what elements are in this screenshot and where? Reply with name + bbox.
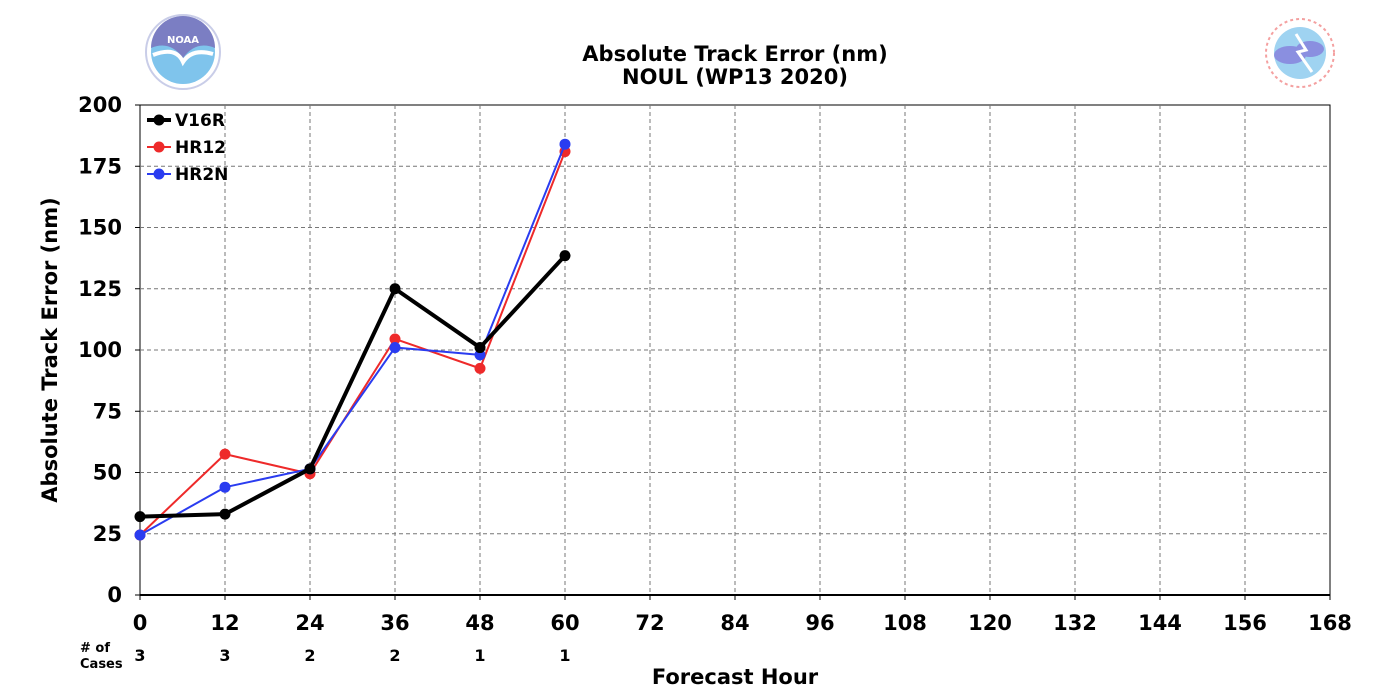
data-point-hr2n [219,481,231,493]
cases-label-line1: # of [80,641,110,656]
data-point-hr2n [389,342,401,354]
case-count: 2 [304,646,315,665]
y-tick-label: 175 [78,154,122,178]
noaa-logo-text: NOAA [167,35,199,46]
case-count: 3 [134,646,145,665]
x-tick-labels: 0 12 24 36 48 60 72 84 96 108 120 132 144 156 168 [133,611,1352,635]
y-tick-label: 100 [78,338,122,362]
x-tick-label: 168 [1308,611,1352,635]
noaa-logo-icon: NOAA [145,14,221,90]
y-tick-label: 150 [78,216,122,240]
y-axis-label: Absolute Track Error (nm) [38,197,62,502]
x-tick-label: 36 [380,611,409,635]
data-point-v16r [474,342,486,354]
data-point-v16r [219,508,231,520]
data-point-v16r [389,283,401,295]
x-tick-label: 108 [883,611,927,635]
data-point-v16r [304,463,316,475]
series-line-v16r [139,254,567,519]
legend-marker-hr2n [153,168,165,180]
x-tick-label: 132 [1053,611,1097,635]
data-point-v16r [559,250,571,262]
y-tick-label: 25 [93,522,122,546]
data-point-hr12 [389,333,401,345]
x-tick-label: 72 [635,611,664,635]
legend-marker-hr12 [153,141,165,153]
legend-label-hr2n: HR2N [175,165,228,185]
case-count: 2 [389,646,400,665]
case-count: 1 [474,646,485,665]
nws-logo-icon [1265,18,1335,88]
x-tick-label: 0 [133,611,148,635]
y-tick-label: 125 [78,277,122,301]
x-tick-label: 156 [1223,611,1267,635]
x-tick-label: 96 [805,611,834,635]
data-point-v16r [134,511,146,523]
y-tick-labels: 0 25 50 75 100 125 150 175 200 [78,93,122,607]
chart-subtitle: NOUL (WP13 2020) [622,65,848,89]
x-tick-label: 84 [720,611,749,635]
legend-label-v16r: V16R [175,111,225,131]
data-point-hr2n [134,529,146,541]
data-point-hr12 [474,362,486,374]
case-counts: 3 3 2 2 1 1 [134,646,570,665]
case-count: 1 [559,646,570,665]
chart-title: Absolute Track Error (nm) [582,42,887,66]
x-tick-label: 144 [1138,611,1182,635]
x-tick-label: 60 [550,611,579,635]
legend-marker-v16r [153,114,165,126]
y-tick-label: 200 [78,93,122,117]
x-tick-label: 120 [968,611,1012,635]
cases-label-line2: Cases [80,657,123,672]
data-point-hr12 [219,448,231,460]
x-axis-label: Forecast Hour [652,665,819,689]
y-tick-label: 0 [107,583,122,607]
y-tick-label: 50 [93,461,122,485]
case-count: 3 [219,646,230,665]
x-tick-label: 24 [295,611,324,635]
series-line-hr2n [139,143,566,536]
series-layer [134,138,571,541]
legend-label-hr12: HR12 [175,138,226,158]
data-point-hr2n [559,138,571,150]
grid-lines [135,104,1331,600]
x-tick-label: 48 [465,611,494,635]
y-tick-label: 75 [93,399,122,423]
x-tick-label: 12 [210,611,239,635]
series-v16r [134,250,571,523]
legend: V16R HR12 HR2N [147,111,228,185]
